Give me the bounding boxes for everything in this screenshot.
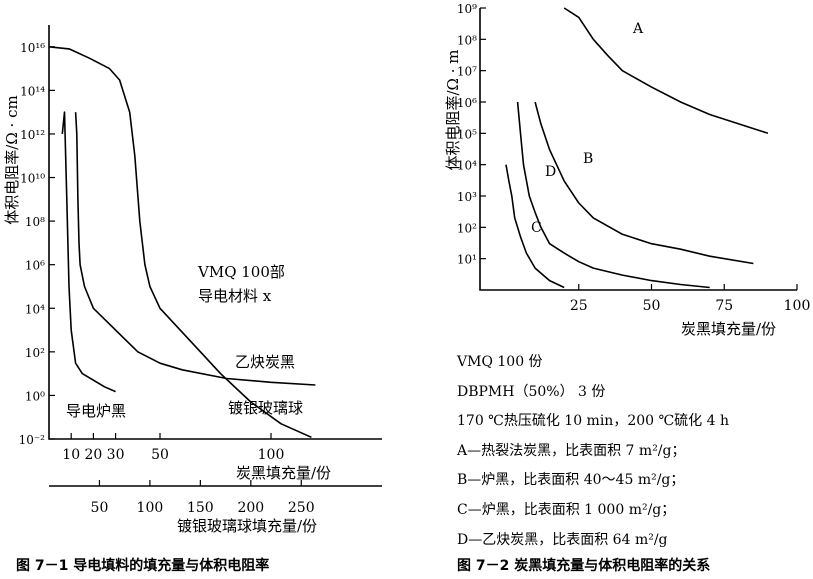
legend-note: A—热裂法炭黑，比表面积 7 m²/g；: [456, 443, 685, 459]
right-legend-notes: VMQ 100 份 DBPMH（50%） 3 份 170 ℃热压硫化 10 mi…: [456, 354, 729, 548]
left-y-ticks: 10⁻² 10⁰ 10² 10⁴ 10⁶ 10⁸ 10¹⁰ 10¹² 10¹⁴ 10¹⁶: [19, 41, 55, 447]
left-y-tick-label: 10⁶: [25, 259, 45, 273]
right-y-tick-label: 10¹: [457, 253, 477, 267]
left-x-bottom-tick-label: 50: [91, 500, 109, 516]
left-x-top-tick-label: 50: [151, 447, 169, 463]
left-y-tick-label: 10⁴: [25, 302, 45, 316]
right-plot-frame: [479, 8, 797, 291]
label-furnace-black: 导电炉黑: [66, 402, 126, 420]
left-x-bottom-tick-label: 200: [237, 500, 264, 516]
left-caption: 图 7－1 导电填料的填充量与体积电阻率: [16, 557, 269, 574]
left-xlabel-bottom: 镀银玻璃球填充量/份: [177, 517, 317, 535]
right-y-ticks: 10¹ 10² 10³ 10⁴ 10⁵ 10⁶ 10⁷ 10⁸ 10⁹: [457, 2, 486, 267]
left-y-tick-label: 10⁸: [25, 215, 45, 229]
label-acetylene-black: 乙炔炭黑: [235, 353, 295, 371]
legend-note: 170 ℃热压硫化 10 min，200 ℃硫化 4 h: [457, 413, 729, 429]
left-y-tick-label: 10¹⁴: [20, 84, 45, 98]
left-y-tick-label: 10¹⁶: [20, 41, 45, 55]
curve-label-B: B: [583, 151, 593, 167]
right-series-line: [534, 101, 754, 265]
left-ylabel: 体积电阻率/Ω · cm: [3, 95, 21, 224]
left-x-top-tick-label: 100: [258, 447, 285, 463]
curve-label-A: A: [632, 21, 644, 37]
left-x-top-tick-label: 30: [107, 447, 125, 463]
left-x-top-tick-label: 20: [84, 447, 102, 463]
legend-note: D—乙炔炭黑，比表面积 64 m²/g: [457, 532, 668, 548]
right-y-tick-label: 10⁷: [457, 65, 477, 79]
left-series-line: [74, 112, 316, 386]
left-x-top-ticks: 10 20 30 50 100: [62, 433, 284, 463]
right-x-tick-label: 50: [643, 298, 661, 314]
left-curves: [48, 46, 316, 439]
left-y-tick-label: 10¹²: [20, 128, 45, 142]
right-y-tick-label: 10⁶: [457, 96, 477, 110]
left-y-tick-label: 10²: [25, 346, 45, 360]
left-annotation-line2: 导电材料 x: [198, 287, 272, 305]
left-x-bottom-tick-label: 150: [187, 500, 214, 516]
right-y-tick-label: 10²: [457, 221, 477, 235]
left-y-tick-label: 10⁰: [25, 389, 45, 403]
curve-label-C: C: [531, 220, 542, 236]
right-x-tick-label: 25: [570, 298, 588, 314]
curve-label-D: D: [545, 164, 556, 180]
right-y-tick-label: 10⁸: [457, 33, 477, 47]
legend-note: C—炉黑，比表面积 1 000 m²/g；: [457, 502, 675, 518]
left-xlabel-top: 炭黑填充量/份: [236, 464, 331, 482]
right-series-line: [516, 101, 710, 289]
right-curves: [505, 7, 769, 289]
label-silver-glass: 镀银玻璃球: [228, 399, 303, 417]
left-annotation-line1: VMQ 100部: [197, 263, 285, 281]
right-series-line: [563, 7, 769, 135]
right-series-line: [505, 164, 565, 289]
left-x-top-tick-label: 10: [62, 447, 80, 463]
right-x-tick-label: 100: [784, 298, 811, 314]
right-caption: 图 7－2 炭黑填充量与体积电阻率的关系: [457, 557, 710, 574]
left-x-bottom-tick-label: 250: [288, 500, 315, 516]
left-series-line: [48, 46, 312, 439]
legend-note: DBPMH（50%） 3 份: [457, 384, 605, 400]
right-x-tick-label: 75: [715, 298, 733, 314]
right-y-tick-label: 10³: [457, 190, 477, 204]
left-x-bottom-ticks: 50 100 150 200 250: [91, 480, 315, 516]
left-y-tick-label: 10¹⁰: [20, 172, 45, 186]
right-y-tick-label: 10⁴: [457, 159, 477, 173]
left-series-line: [61, 111, 116, 393]
left-y-tick-label: 10⁻²: [19, 433, 46, 447]
right-ylabel: 体积电阻率/Ω · m: [444, 49, 462, 170]
right-x-ticks: 25 50 75 100: [570, 284, 811, 314]
left-x-bottom-tick-label: 100: [137, 500, 164, 516]
legend-note: B—炉黑，比表面积 40～45 m²/g；: [457, 472, 684, 488]
right-xlabel: 炭黑填充量/份: [681, 320, 776, 338]
chart-right: 10¹ 10² 10³ 10⁴ 10⁵ 10⁶ 10⁷ 10⁸ 10⁹ 25 50 75 100 体积…: [444, 2, 810, 574]
right-y-tick-label: 10⁹: [457, 2, 477, 16]
right-y-tick-label: 10⁵: [457, 127, 477, 141]
legend-note: VMQ 100 份: [456, 354, 543, 370]
